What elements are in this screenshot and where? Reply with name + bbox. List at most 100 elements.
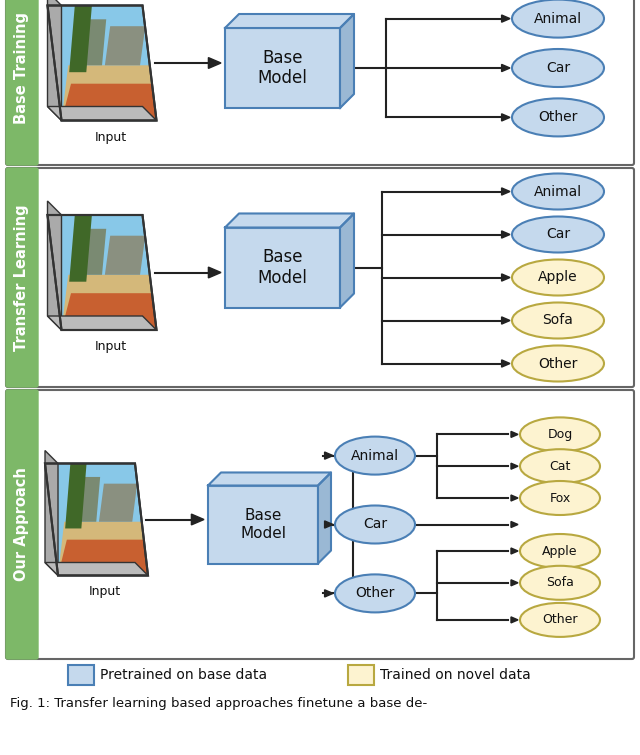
- Text: Fox: Fox: [549, 492, 571, 504]
- Text: Car: Car: [546, 227, 570, 242]
- Polygon shape: [47, 215, 157, 330]
- Polygon shape: [511, 495, 518, 501]
- Text: Base
Model: Base Model: [257, 48, 307, 88]
- Polygon shape: [502, 188, 510, 195]
- Polygon shape: [502, 114, 510, 121]
- FancyBboxPatch shape: [6, 0, 634, 165]
- FancyBboxPatch shape: [6, 390, 634, 659]
- Ellipse shape: [335, 506, 415, 544]
- Polygon shape: [318, 473, 331, 563]
- Ellipse shape: [512, 98, 604, 137]
- Polygon shape: [61, 84, 157, 121]
- FancyBboxPatch shape: [208, 485, 318, 563]
- Polygon shape: [47, 201, 61, 330]
- Polygon shape: [58, 522, 148, 575]
- Polygon shape: [58, 540, 148, 575]
- Text: Car: Car: [546, 61, 570, 75]
- Polygon shape: [502, 231, 510, 238]
- Polygon shape: [511, 431, 518, 437]
- FancyBboxPatch shape: [6, 390, 38, 659]
- Polygon shape: [47, 5, 157, 121]
- Polygon shape: [61, 293, 157, 330]
- Text: Animal: Animal: [534, 11, 582, 26]
- Ellipse shape: [512, 217, 604, 252]
- Text: Sofa: Sofa: [546, 576, 574, 590]
- Polygon shape: [47, 0, 61, 121]
- Text: Other: Other: [538, 110, 578, 125]
- Ellipse shape: [512, 49, 604, 87]
- Polygon shape: [511, 548, 518, 554]
- Polygon shape: [105, 26, 145, 65]
- Text: Apple: Apple: [542, 544, 578, 557]
- Polygon shape: [74, 229, 106, 275]
- Text: Dog: Dog: [547, 428, 573, 441]
- Text: Cat: Cat: [549, 460, 571, 473]
- Ellipse shape: [520, 603, 600, 637]
- FancyBboxPatch shape: [6, 168, 634, 387]
- Text: Other: Other: [542, 613, 578, 627]
- FancyBboxPatch shape: [348, 665, 374, 685]
- Polygon shape: [45, 464, 148, 575]
- Polygon shape: [324, 521, 333, 528]
- Text: Sofa: Sofa: [543, 313, 573, 328]
- Polygon shape: [502, 64, 510, 72]
- Ellipse shape: [512, 260, 604, 295]
- Polygon shape: [511, 522, 518, 528]
- Polygon shape: [47, 106, 157, 121]
- Ellipse shape: [520, 534, 600, 568]
- Polygon shape: [209, 57, 221, 69]
- Ellipse shape: [512, 174, 604, 209]
- Ellipse shape: [520, 565, 600, 599]
- Polygon shape: [61, 275, 157, 330]
- Polygon shape: [225, 214, 354, 227]
- Ellipse shape: [335, 575, 415, 612]
- Polygon shape: [324, 452, 333, 459]
- Ellipse shape: [512, 346, 604, 381]
- Polygon shape: [69, 215, 92, 282]
- FancyBboxPatch shape: [6, 168, 38, 387]
- Text: Car: Car: [363, 517, 387, 532]
- Polygon shape: [61, 65, 157, 121]
- FancyBboxPatch shape: [225, 28, 340, 108]
- Text: Input: Input: [89, 585, 121, 599]
- Ellipse shape: [512, 303, 604, 338]
- Polygon shape: [191, 514, 204, 525]
- Ellipse shape: [520, 481, 600, 515]
- Text: Other: Other: [355, 587, 395, 600]
- Text: Input: Input: [95, 340, 127, 353]
- Polygon shape: [225, 14, 354, 28]
- Polygon shape: [511, 617, 518, 623]
- Polygon shape: [105, 236, 145, 275]
- Polygon shape: [502, 15, 510, 22]
- Text: Pretrained on base data: Pretrained on base data: [100, 668, 267, 682]
- Polygon shape: [74, 20, 106, 65]
- Polygon shape: [45, 464, 142, 525]
- Ellipse shape: [520, 449, 600, 483]
- Text: Apple: Apple: [538, 270, 578, 285]
- Polygon shape: [324, 590, 333, 597]
- FancyBboxPatch shape: [225, 227, 340, 307]
- Ellipse shape: [335, 436, 415, 475]
- Polygon shape: [502, 274, 510, 281]
- Polygon shape: [47, 215, 150, 279]
- Polygon shape: [511, 464, 518, 469]
- Text: Input: Input: [95, 131, 127, 143]
- Text: Base
Model: Base Model: [240, 508, 286, 541]
- Text: Transfer Learning: Transfer Learning: [15, 204, 29, 351]
- Text: Base Training: Base Training: [15, 12, 29, 124]
- Polygon shape: [511, 580, 518, 586]
- Polygon shape: [69, 477, 100, 522]
- Text: Base
Model: Base Model: [257, 248, 307, 287]
- Polygon shape: [45, 562, 148, 575]
- Polygon shape: [502, 317, 510, 324]
- Polygon shape: [65, 464, 86, 528]
- Polygon shape: [69, 5, 92, 72]
- Text: Fig. 1: Transfer learning based approaches finetune a base de-: Fig. 1: Transfer learning based approach…: [10, 697, 428, 710]
- Text: Other: Other: [538, 356, 578, 371]
- Polygon shape: [45, 451, 58, 575]
- Text: Our Approach: Our Approach: [15, 467, 29, 581]
- Ellipse shape: [520, 418, 600, 451]
- Polygon shape: [47, 316, 157, 330]
- Polygon shape: [99, 484, 137, 522]
- Polygon shape: [208, 473, 331, 485]
